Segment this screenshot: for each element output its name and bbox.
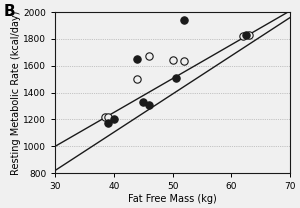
Point — [135, 57, 140, 61]
Point — [147, 55, 152, 58]
Point — [170, 59, 175, 62]
Y-axis label: Resting Metabolic Rate (kcal/day): Resting Metabolic Rate (kcal/day) — [11, 10, 20, 175]
Point — [173, 76, 178, 79]
Point — [182, 59, 187, 63]
X-axis label: Fat Free Mass (kg): Fat Free Mass (kg) — [128, 194, 217, 204]
Point — [247, 33, 251, 37]
Point — [147, 103, 152, 106]
Point — [106, 122, 110, 125]
Point — [241, 34, 245, 37]
Point — [103, 116, 108, 119]
Point — [244, 33, 248, 37]
Text: B: B — [4, 4, 15, 19]
Point — [135, 78, 140, 81]
Point — [182, 19, 187, 22]
Point — [141, 100, 146, 104]
Point — [106, 115, 110, 118]
Point — [112, 117, 116, 120]
